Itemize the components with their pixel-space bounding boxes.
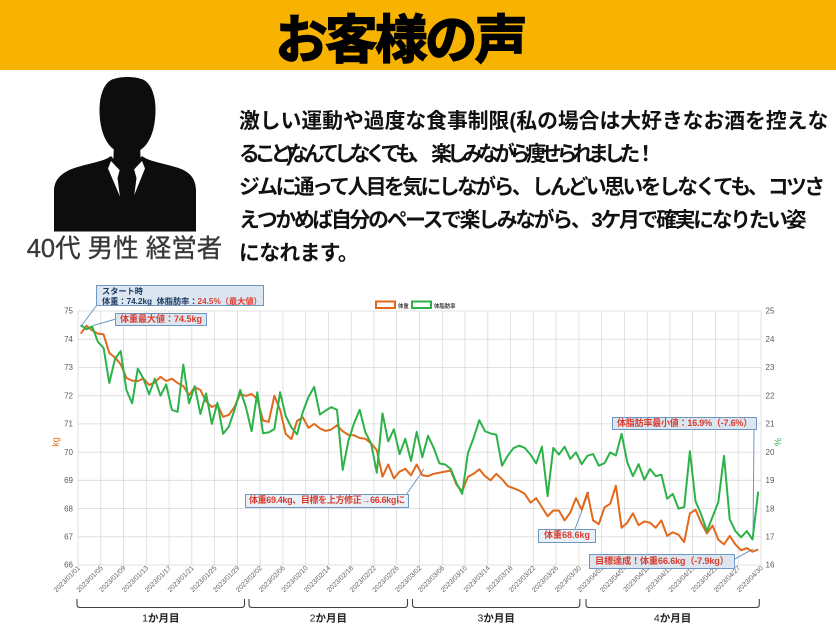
svg-text:70: 70 xyxy=(64,448,73,457)
svg-text:25: 25 xyxy=(766,307,775,316)
svg-text:21: 21 xyxy=(766,420,775,429)
svg-text:74: 74 xyxy=(64,335,73,344)
svg-text:3か月目: 3か月目 xyxy=(478,613,515,625)
svg-text:2か月目: 2か月目 xyxy=(310,613,347,625)
svg-text:23: 23 xyxy=(766,363,775,372)
svg-text:72: 72 xyxy=(64,391,73,400)
svg-text:16: 16 xyxy=(766,561,775,570)
svg-text:69: 69 xyxy=(64,476,73,485)
svg-text:24: 24 xyxy=(766,335,775,344)
svg-text:73: 73 xyxy=(64,363,73,372)
svg-text:71: 71 xyxy=(64,420,73,429)
svg-text:67: 67 xyxy=(64,533,73,542)
svg-text:18: 18 xyxy=(766,504,775,513)
svg-text:66: 66 xyxy=(64,561,73,570)
svg-text:kg: kg xyxy=(51,437,61,447)
svg-text:22: 22 xyxy=(766,391,775,400)
svg-text:体脂肪率: 体脂肪率 xyxy=(434,302,456,310)
svg-text:19: 19 xyxy=(766,476,775,485)
svg-text:17: 17 xyxy=(766,533,775,542)
svg-text:20: 20 xyxy=(766,448,775,457)
svg-text:75: 75 xyxy=(64,307,73,316)
svg-text:4か月目: 4か月目 xyxy=(654,613,691,625)
svg-text:68: 68 xyxy=(64,504,73,513)
svg-text:体重: 体重 xyxy=(398,302,409,310)
svg-text:1か月目: 1か月目 xyxy=(142,613,179,625)
svg-text:%: % xyxy=(773,438,783,446)
